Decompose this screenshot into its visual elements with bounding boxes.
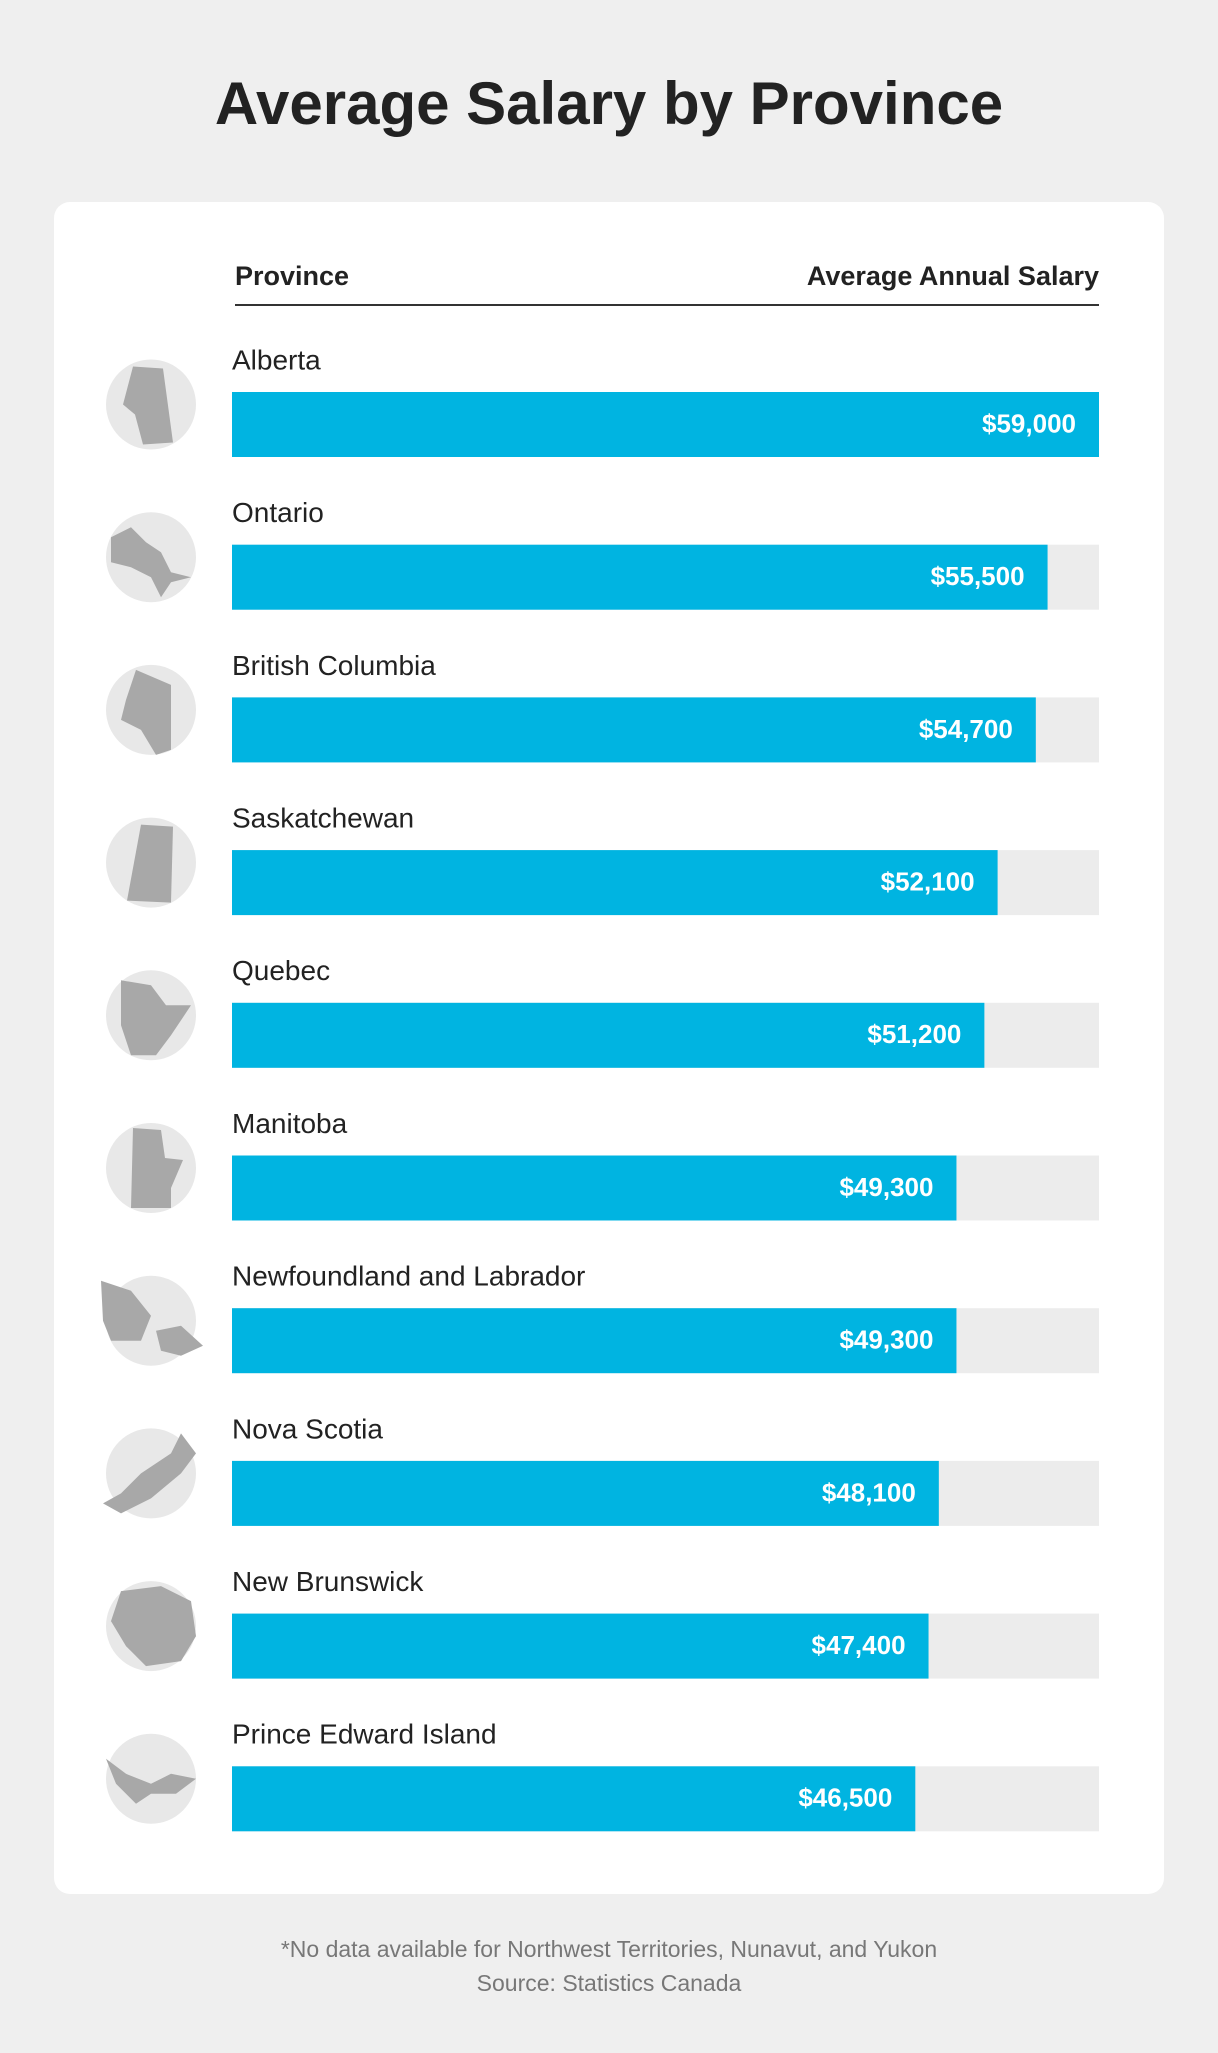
province-icon bbox=[123, 366, 173, 445]
category-label: Newfoundland and Labrador bbox=[232, 1261, 585, 1292]
source: Source: Statistics Canada bbox=[477, 1970, 742, 1996]
value-label: $48,100 bbox=[822, 1477, 916, 1507]
province-icon bbox=[121, 669, 171, 755]
value-label: $49,300 bbox=[839, 1172, 933, 1202]
province-icon-bg bbox=[106, 1733, 196, 1824]
value-label: $51,200 bbox=[867, 1019, 961, 1049]
category-label: Manitoba bbox=[232, 1108, 348, 1139]
province-icon bbox=[101, 1280, 203, 1356]
value-label: $46,500 bbox=[798, 1783, 892, 1813]
value-label: $59,000 bbox=[982, 408, 1076, 438]
bar bbox=[232, 392, 1099, 457]
province-icon bbox=[121, 980, 191, 1056]
category-label: Ontario bbox=[232, 497, 324, 528]
value-label: $54,700 bbox=[919, 714, 1013, 744]
category-label: Prince Edward Island bbox=[232, 1719, 497, 1750]
bar bbox=[232, 1613, 929, 1679]
province-icon bbox=[111, 1586, 196, 1667]
province-icon bbox=[127, 824, 173, 903]
value-label: $47,400 bbox=[812, 1630, 906, 1660]
category-label: Alberta bbox=[232, 344, 321, 375]
bar bbox=[232, 850, 998, 916]
bar bbox=[232, 1460, 939, 1526]
province-icon bbox=[106, 1758, 196, 1804]
bar bbox=[232, 1155, 957, 1221]
footnote: *No data available for Northwest Territo… bbox=[281, 1936, 937, 1962]
bar bbox=[232, 697, 1036, 763]
bar bbox=[232, 544, 1048, 610]
bar bbox=[232, 1308, 957, 1374]
bar bbox=[232, 1002, 985, 1068]
value-label: $52,100 bbox=[881, 866, 975, 896]
category-label: British Columbia bbox=[232, 650, 436, 681]
province-icon bbox=[103, 1433, 196, 1514]
chart-title: Average Salary by Province bbox=[215, 70, 1003, 137]
value-label: $55,500 bbox=[931, 561, 1025, 591]
bar bbox=[232, 1766, 916, 1832]
category-label: New Brunswick bbox=[232, 1566, 424, 1597]
category-label: Saskatchewan bbox=[232, 802, 414, 833]
column-header: Province bbox=[235, 261, 349, 291]
value-label: $49,300 bbox=[839, 1325, 933, 1355]
category-label: Quebec bbox=[232, 955, 330, 986]
province-icon bbox=[131, 1128, 183, 1208]
province-icon bbox=[111, 527, 191, 598]
column-header: Average Annual Salary bbox=[807, 261, 1099, 291]
category-label: Nova Scotia bbox=[232, 1413, 383, 1444]
